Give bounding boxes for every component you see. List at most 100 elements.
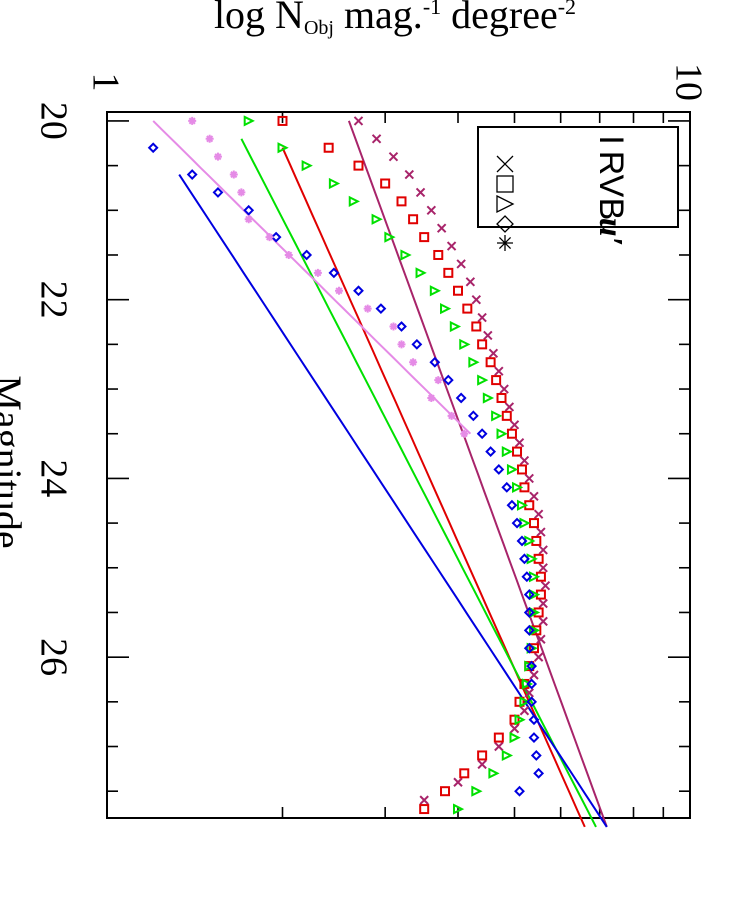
data-point-cross: [538, 616, 548, 627]
data-point-cross: [538, 545, 548, 555]
data-point-diamond: [523, 624, 535, 636]
data-point-triangle: [512, 481, 524, 493]
data-point-cross: [524, 473, 534, 484]
legend-symbol-cross: [496, 155, 514, 173]
data-point-cross: [509, 420, 520, 430]
data-point-diamond: [147, 142, 159, 154]
data-point-asterisk: [188, 116, 197, 125]
data-point-square: [353, 160, 364, 171]
data-point-triangle: [509, 731, 521, 744]
data-point-cross: [536, 527, 546, 537]
data-point-cross: [371, 134, 382, 144]
legend-symbol-square: [496, 175, 514, 193]
data-point-cross: [504, 402, 515, 412]
data-point-square: [443, 267, 454, 278]
data-point-square: [471, 321, 482, 332]
legend-symbol-triangle: [496, 194, 515, 214]
data-point-cross: [494, 741, 504, 752]
data-point-cross: [529, 670, 539, 680]
data-point-triangle: [348, 195, 360, 207]
data-point-triangle: [453, 803, 465, 815]
data-point-triangle: [488, 767, 500, 779]
data-point-asterisk: [334, 286, 343, 295]
data-point-triangle: [400, 249, 412, 261]
data-point-cross: [536, 634, 546, 644]
data-point-triangle: [301, 160, 313, 172]
data-point-cross: [465, 277, 476, 287]
data-point-cross: [456, 259, 466, 269]
axis-titles: Magnitude log NObj mag.-1 degree-2: [0, 0, 576, 549]
data-point-square: [323, 142, 334, 153]
data-point-diamond: [526, 678, 538, 690]
data-point-diamond: [467, 410, 479, 422]
data-point-asterisk: [447, 411, 456, 420]
legend-label: u′: [592, 218, 629, 246]
data-point-diamond: [212, 187, 224, 198]
data-point-cross: [533, 652, 544, 662]
data-point-square: [493, 732, 504, 743]
data-point-square: [477, 750, 488, 761]
legend-label: I: [592, 135, 630, 144]
data-point-asterisk: [434, 376, 443, 385]
data-point-asterisk: [427, 393, 436, 402]
data-point-square: [419, 232, 430, 243]
data-point-asterisk: [313, 268, 322, 277]
data-point-cross: [499, 384, 509, 394]
data-point-diamond: [301, 249, 313, 261]
data-point-diamond: [375, 303, 387, 315]
legend-label: B: [592, 198, 630, 221]
data-point-square: [459, 768, 470, 779]
data-point-triangle: [514, 714, 526, 726]
data-point-square: [506, 428, 517, 439]
data-point-cross: [415, 187, 426, 198]
data-point-cross: [471, 294, 482, 305]
data-point-cross: [540, 580, 551, 591]
data-point-cross: [514, 437, 525, 448]
data-point-diamond: [442, 374, 454, 386]
data-point-diamond: [485, 446, 497, 458]
data-point-square: [528, 518, 539, 529]
data-point-diamond: [328, 267, 340, 279]
data-point-cross: [519, 706, 530, 716]
data-point-square: [512, 446, 523, 457]
data-point-cross: [388, 151, 399, 162]
data-point-square: [516, 464, 527, 475]
data-point-cross: [488, 348, 499, 358]
data-point-diamond: [528, 732, 540, 743]
data-point-cross: [404, 169, 415, 180]
data-point-diamond: [526, 660, 538, 672]
data-point-triangle: [528, 624, 541, 636]
data-point-diamond: [533, 767, 545, 779]
data-point-triangle: [506, 463, 519, 476]
x-axis-title: Magnitude: [0, 375, 30, 548]
data-point-asterisk: [409, 358, 418, 367]
data-point-triangle: [459, 338, 471, 350]
data-point-triangle: [440, 302, 452, 315]
fit-line: [152, 120, 472, 435]
data-point-asterisk: [229, 170, 238, 179]
data-point-cross: [477, 759, 487, 770]
legend-label: R: [592, 151, 630, 176]
data-point-asterisk: [213, 152, 222, 161]
data-point-triangle: [528, 606, 541, 619]
data-point-triangle: [528, 588, 541, 601]
data-point-diamond: [429, 356, 441, 368]
data-point-triangle: [501, 445, 514, 458]
y-axis-title: log NObj mag.-1 degree-2: [214, 0, 576, 39]
data-point-square: [501, 410, 512, 421]
data-markers: [147, 115, 551, 815]
mag-tick-label: 26: [33, 638, 75, 676]
data-point-triangle: [521, 678, 534, 690]
data-point-asterisk: [389, 322, 398, 331]
data-point-triangle: [415, 267, 427, 279]
data-point-triangle: [384, 231, 396, 243]
axes: 20 22 24 26 1 10: [33, 63, 710, 819]
data-point-diamond: [396, 321, 407, 332]
data-point-triangle: [277, 142, 289, 154]
data-point-triangle: [449, 320, 462, 333]
legend-box: [477, 126, 679, 228]
data-point-cross: [529, 491, 539, 501]
data-point-cross: [446, 241, 457, 251]
data-point-square: [277, 115, 288, 126]
